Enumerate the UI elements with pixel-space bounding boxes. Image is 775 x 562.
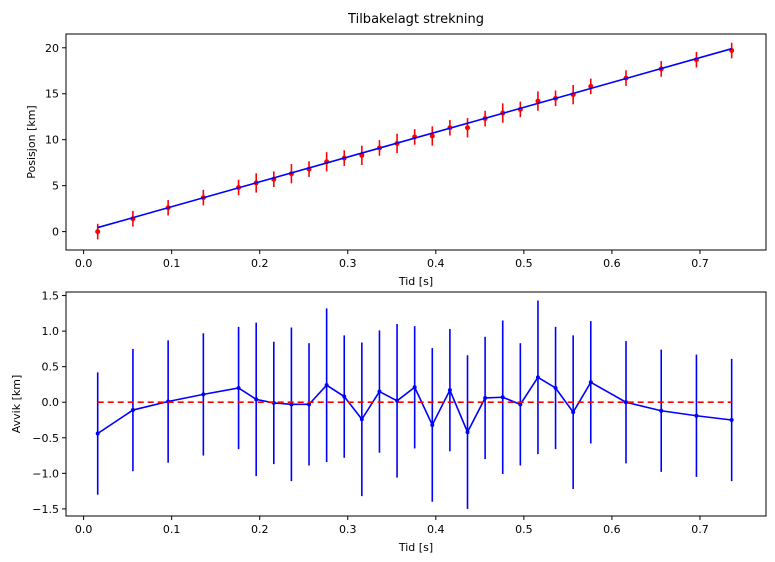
y-tick-label: 20 [45,42,59,55]
x-tick-label: 0.2 [251,523,269,536]
data-point [500,395,505,400]
data-point [95,431,100,436]
data-point [324,383,329,388]
y-axis-label: Posisjon [km] [25,105,38,178]
y-tick-label: −1.0 [32,467,59,480]
data-point [429,133,435,139]
chart-title: Tilbakelagt strekning [347,12,484,27]
x-tick-label: 0.4 [427,257,445,270]
y-tick-label: 0.5 [42,361,60,374]
data-point [236,386,241,390]
data-point [553,386,558,390]
data-point [342,394,347,399]
position-chart: Tilbakelagt strekning 0.0 0.1 0.2 0.3 0.4 0.5… [25,12,767,288]
y-tick-label: 15 [45,88,59,101]
y-axis-label: Avvik [km] [10,375,23,434]
y-tick-label: −0.5 [32,432,59,445]
y-tick-label: 1.5 [42,290,60,303]
x-tick-label: 0.7 [691,523,709,536]
fit-line [97,47,732,229]
data-point [359,417,364,422]
data-point [254,397,259,402]
data-point [518,402,523,407]
plot-area-frame [65,33,767,251]
y-tick-label: −1.5 [32,503,59,516]
x-tick-label: 0.7 [691,257,709,270]
y-tick-label: 0 [52,226,59,239]
data-point [447,388,452,393]
y-axis-ticks: 0 5 10 15 20 [45,42,66,239]
x-tick-label: 0.6 [603,257,621,270]
x-tick-label: 0.1 [163,257,181,270]
data-point [694,413,699,418]
x-axis-ticks: 0.0 0.1 0.2 0.3 0.4 0.5 0.6 0.7 [75,516,709,536]
data-point [95,229,101,235]
y-tick-label: 5 [52,180,59,193]
x-tick-label: 0.1 [163,523,181,536]
data-point [430,422,435,427]
x-tick-label: 0.3 [339,257,357,270]
data-point [201,392,206,397]
data-point [571,410,576,415]
data-point [535,375,540,380]
plot-marks [95,300,734,509]
plot-marks [95,42,735,240]
x-tick-label: 0.2 [251,257,269,270]
data-point [729,418,734,422]
x-tick-label: 0.0 [75,257,93,270]
x-tick-label: 0.4 [427,523,445,536]
x-axis-label: Tid [s] [398,541,433,554]
deviation-chart: 0.0 0.1 0.2 0.3 0.4 0.5 0.6 0.7 −1.5 −1.0 −0.5 0.0… [10,290,767,554]
y-tick-label: 1.0 [42,325,60,338]
y-axis-ticks: −1.5 −1.0 −0.5 0.0 0.5 1.0 1.5 [32,290,66,516]
x-tick-label: 0.0 [75,523,93,536]
data-point [465,125,471,131]
y-tick-label: 10 [45,134,59,147]
data-point [483,395,488,400]
data-point [465,430,470,435]
data-point [412,385,417,390]
data-point [130,408,135,413]
data-point [624,400,628,405]
data-point [307,402,312,407]
x-tick-label: 0.3 [339,523,357,536]
x-axis-label: Tid [s] [398,275,433,288]
x-tick-label: 0.5 [515,523,533,536]
data-point [377,389,382,394]
data-point [289,402,294,407]
plot-area-frame [65,291,767,517]
data-point [659,408,664,413]
x-axis-ticks: 0.0 0.1 0.2 0.3 0.4 0.5 0.6 0.7 [75,250,709,270]
data-point [588,380,593,385]
x-tick-label: 0.5 [515,257,533,270]
x-tick-label: 0.6 [603,523,621,536]
y-tick-label: 0.0 [42,396,60,409]
